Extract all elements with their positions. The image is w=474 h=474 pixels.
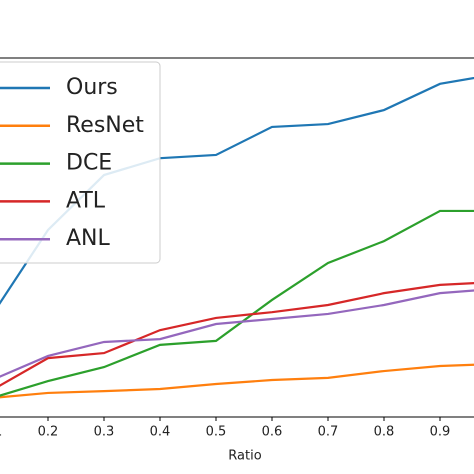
series-line — [0, 363, 474, 399]
x-tick-label: 0.2 — [38, 425, 59, 440]
legend-label: ATL — [66, 188, 106, 213]
x-tick-label: 0.4 — [150, 425, 171, 440]
series-line — [0, 289, 474, 378]
x-tick-label: 0.8 — [374, 425, 395, 440]
series-line — [0, 282, 474, 387]
x-tick-label: 0.7 — [318, 425, 339, 440]
x-tick-label: 0.9 — [430, 425, 451, 440]
legend-label: ResNet — [66, 113, 144, 138]
legend-label: ANL — [66, 226, 111, 251]
legend: Ours ResNet DCE ATL ANL — [0, 61, 161, 264]
x-tick-label: 0.6 — [262, 425, 283, 440]
x-tick-label: 0.5 — [206, 425, 227, 440]
legend-box — [0, 61, 161, 264]
legend-label: DCE — [66, 151, 112, 176]
legend-label: Ours — [66, 75, 118, 100]
x-tick-label: 0.3 — [94, 425, 115, 440]
x-tick-label: 0.1 — [0, 425, 2, 440]
x-axis-label: Ratio — [228, 449, 261, 464]
